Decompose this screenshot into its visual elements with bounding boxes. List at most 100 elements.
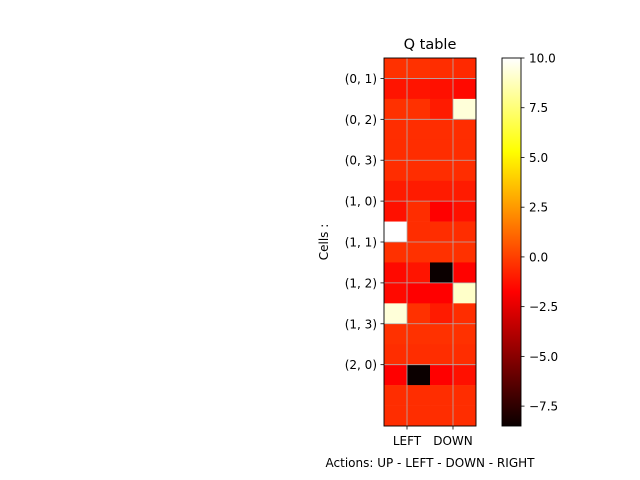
heatmap-cell xyxy=(453,98,477,120)
heatmap-cell xyxy=(407,282,431,304)
heatmap-cell xyxy=(453,323,477,345)
y-tick-label: (1, 0) xyxy=(345,195,377,209)
heatmap-cell xyxy=(407,98,431,120)
y-tick-label: (0, 3) xyxy=(345,154,377,168)
heatmap-cell xyxy=(453,405,477,427)
heatmap-cell xyxy=(407,58,431,79)
y-tick-label: (1, 3) xyxy=(345,317,377,331)
heatmap-cell xyxy=(430,344,454,365)
heatmap-cell xyxy=(384,242,408,263)
heatmap-cell xyxy=(384,221,408,243)
heatmap-cell xyxy=(430,221,454,243)
colorbar-tick-label: 10.0 xyxy=(529,52,556,66)
x-axis-label: Actions: UP - LEFT - DOWN - RIGHT xyxy=(326,456,536,470)
heatmap-cell xyxy=(407,385,431,406)
heatmap-grid xyxy=(384,58,476,426)
heatmap-cell xyxy=(430,242,454,263)
heatmap-cell xyxy=(407,139,431,161)
heatmap-cell xyxy=(384,78,408,100)
heatmap-cell xyxy=(453,119,477,141)
heatmap-cell xyxy=(453,201,477,222)
heatmap-cell xyxy=(384,262,408,284)
heatmap-cell xyxy=(384,98,408,120)
colorbar-tick-label: −2.5 xyxy=(529,300,558,314)
heatmap-cell xyxy=(384,364,408,386)
colorbar-tick-label: 2.5 xyxy=(529,201,548,215)
y-axis-label: Cells : xyxy=(317,224,331,261)
heatmap-cell xyxy=(384,160,408,181)
heatmap-cell xyxy=(407,160,431,181)
colorbar-ticks: 10.0 7.5 5.0 2.5 0.0 −2.5 −5.0 −7.5 xyxy=(521,52,558,414)
heatmap-cell xyxy=(453,180,477,202)
heatmap-cell xyxy=(384,323,408,345)
heatmap-cell xyxy=(430,282,454,304)
heatmap-cell xyxy=(407,405,431,427)
heatmap-cell xyxy=(407,323,431,345)
colorbar-tick-label: −5.0 xyxy=(529,350,558,364)
heatmap-cell xyxy=(430,201,454,222)
heatmap-cell xyxy=(453,160,477,181)
heatmap-cell xyxy=(453,58,477,79)
y-tick-label: (0, 2) xyxy=(345,113,377,127)
heatmap-cell xyxy=(430,323,454,345)
heatmap-cell xyxy=(430,405,454,427)
heatmap-cell xyxy=(430,58,454,79)
heatmap-cell xyxy=(453,221,477,243)
heatmap-cell xyxy=(407,303,431,325)
heatmap-cell xyxy=(407,242,431,263)
heatmap-cell xyxy=(453,282,477,304)
y-tick-label: (1, 2) xyxy=(345,276,377,290)
heatmap-cell xyxy=(430,78,454,100)
colorbar-tick-label: 7.5 xyxy=(529,101,548,115)
heatmap-cell xyxy=(453,344,477,365)
heatmap-cell xyxy=(430,119,454,141)
heatmap-cell xyxy=(430,139,454,161)
heatmap-cell xyxy=(407,364,431,386)
y-axis-ticks: (0, 1) (0, 2) (0, 3) (1, 0) (1, 1) (1, 2) (1, … xyxy=(345,72,384,372)
x-tick-label: LEFT xyxy=(393,434,422,448)
heatmap-cell xyxy=(407,180,431,202)
chart-title: Q table xyxy=(404,37,457,53)
heatmap-cell xyxy=(453,78,477,100)
y-tick-label: (2, 0) xyxy=(345,358,377,372)
heatmap-cell xyxy=(430,262,454,284)
heatmap-cell xyxy=(384,385,408,406)
heatmap-cell xyxy=(453,385,477,406)
heatmap-cell xyxy=(453,303,477,325)
heatmap-cell xyxy=(384,405,408,427)
heatmap-cell xyxy=(453,364,477,386)
heatmap-cell xyxy=(430,303,454,325)
colorbar-tick-label: 0.0 xyxy=(529,250,548,264)
heatmap-cell xyxy=(430,160,454,181)
heatmap-cell xyxy=(407,344,431,365)
heatmap-cell xyxy=(384,282,408,304)
heatmap-cell xyxy=(384,201,408,222)
heatmap-cell xyxy=(407,119,431,141)
heatmap-cell xyxy=(407,78,431,100)
colorbar xyxy=(501,57,522,427)
heatmap-cell xyxy=(453,139,477,161)
heatmap-cell xyxy=(407,262,431,284)
heatmap-cell xyxy=(407,201,431,222)
heatmap-cell xyxy=(384,180,408,202)
heatmap-cell xyxy=(384,344,408,365)
y-tick-label: (0, 1) xyxy=(345,72,377,86)
colorbar-tick-label: −7.5 xyxy=(529,400,558,414)
heatmap-cell xyxy=(453,262,477,284)
heatmap-cell xyxy=(453,242,477,263)
heatmap-cell xyxy=(384,303,408,325)
heatmap-cell xyxy=(430,364,454,386)
colorbar-tick-label: 5.0 xyxy=(529,151,548,165)
heatmap-cell xyxy=(430,180,454,202)
heatmap-cells xyxy=(384,58,477,427)
heatmap-cell xyxy=(430,98,454,120)
heatmap-cell xyxy=(430,385,454,406)
heatmap-cell xyxy=(384,58,408,79)
heatmap-cell xyxy=(407,221,431,243)
x-tick-label: DOWN xyxy=(433,434,473,448)
heatmap-cell xyxy=(384,119,408,141)
y-tick-label: (1, 1) xyxy=(345,236,377,250)
heatmap-cell xyxy=(384,139,408,161)
x-axis-ticks: LEFT DOWN xyxy=(393,426,473,448)
